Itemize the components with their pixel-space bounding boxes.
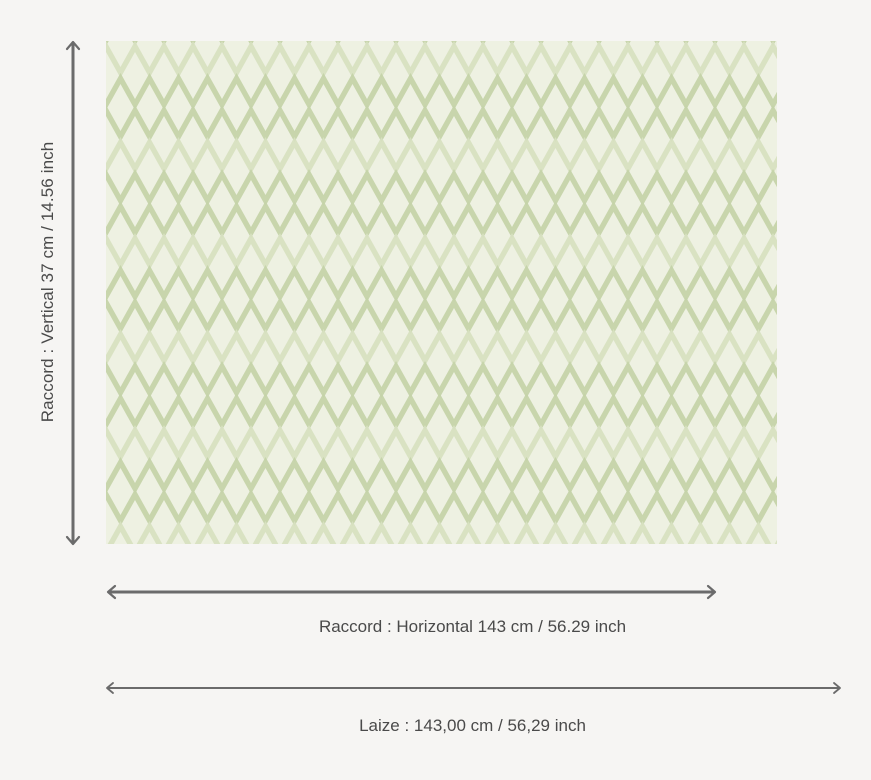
zigzag-band: [106, 489, 777, 526]
zigzag-band: [106, 457, 777, 494]
zigzag-band: [106, 361, 777, 398]
zigzag-band: [106, 105, 777, 142]
zigzag-band: [106, 297, 777, 334]
zigzag-band: [106, 329, 777, 366]
zigzag-band: [106, 393, 777, 430]
zigzag-band: [106, 137, 777, 174]
zigzag-pattern: [106, 41, 777, 544]
zigzag-band: [107, 521, 777, 544]
fabric-width-arrow: [106, 682, 841, 694]
vertical-repeat-arrow: [65, 40, 81, 546]
horizontal-repeat-label: Raccord : Horizontal 143 cm / 56.29 inch: [318, 617, 627, 636]
horizontal-repeat-arrow: [106, 584, 717, 600]
zigzag-band: [106, 425, 777, 462]
zigzag-band: [106, 41, 777, 78]
zigzag-band: [106, 41, 776, 46]
zigzag-band: [106, 265, 777, 302]
fabric-swatch-image: [106, 41, 777, 544]
fabric-width-label: Laize : 143,00 cm / 56,29 inch: [359, 716, 586, 735]
zigzag-band: [106, 169, 777, 206]
zigzag-band: [106, 73, 777, 110]
zigzag-band: [106, 233, 777, 270]
zigzag-band: [106, 201, 777, 238]
vertical-repeat-label: Raccord : Vertical 37 cm / 14.56 inch: [38, 141, 57, 423]
